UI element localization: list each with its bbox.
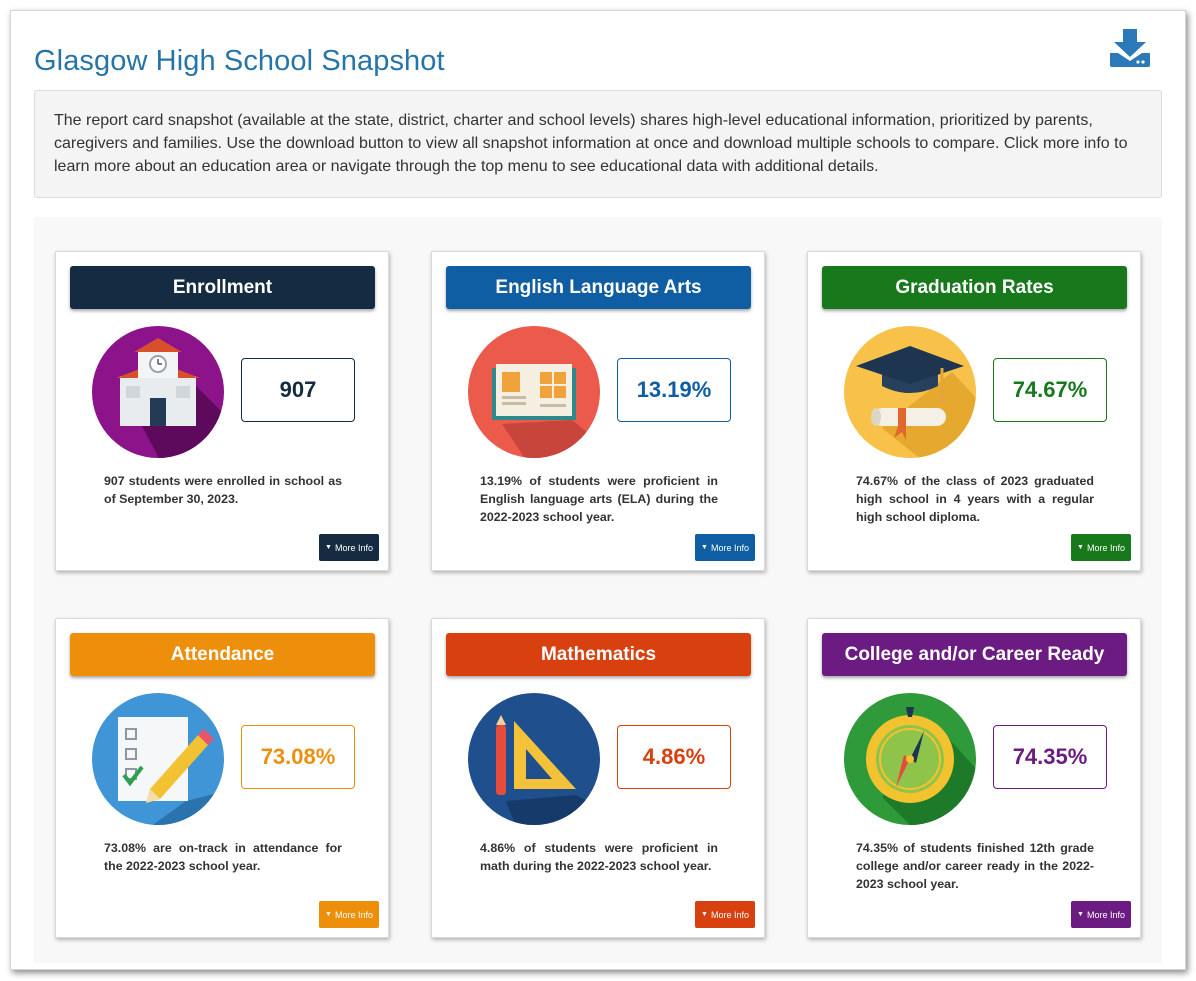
more-info-label: More Info — [334, 909, 373, 920]
download-icon — [1110, 29, 1150, 67]
more-info-label: More Info — [1086, 909, 1125, 920]
value-box: 13.19% — [617, 358, 731, 422]
card-title: English Language Arts — [446, 266, 751, 309]
more-info-button[interactable]: ▼ More Info — [695, 534, 755, 561]
checklist-pencil-icon — [92, 693, 224, 825]
caret-down-icon: ▼ — [1077, 544, 1084, 551]
more-info-label: More Info — [710, 542, 749, 553]
download-button[interactable] — [1108, 29, 1152, 71]
card-description: 907 students were enrolled in school as … — [104, 474, 342, 506]
card-description: 74.35% of students finished 12th grade c… — [856, 841, 1094, 891]
card-description: 4.86% of students were proficient in mat… — [480, 841, 718, 873]
more-info-button[interactable]: ▼ More Info — [1071, 534, 1131, 561]
page-title: Glasgow High School Snapshot — [34, 45, 445, 77]
ruler-triangle-icon — [468, 693, 600, 825]
card-attendance: Attendance 73.08% 73.08% are on-track in… — [55, 618, 389, 938]
graduation-cap-icon — [844, 326, 976, 458]
value-box: 73.08% — [241, 725, 355, 789]
intro-panel: The report card snapshot (available at t… — [34, 90, 1162, 198]
card-english-language-arts: English Language Arts 13.19% 13.19% of s… — [431, 251, 765, 571]
card-title: Graduation Rates — [822, 266, 1127, 309]
card-title: College and/or Career Ready — [822, 633, 1127, 676]
open-book-icon — [468, 326, 600, 458]
intro-text: The report card snapshot (available at t… — [54, 112, 1128, 175]
caret-down-icon: ▼ — [701, 911, 708, 918]
card-description: 13.19% of students were proficient in En… — [480, 474, 718, 524]
caret-down-icon: ▼ — [325, 911, 332, 918]
card-college-career-ready: College and/or Career Ready 74.35% 74.35… — [807, 618, 1141, 938]
more-info-button[interactable]: ▼ More Info — [319, 534, 379, 561]
value-box: 907 — [241, 358, 355, 422]
caret-down-icon: ▼ — [1077, 911, 1084, 918]
value-box: 4.86% — [617, 725, 731, 789]
value-box: 74.67% — [993, 358, 1107, 422]
more-info-button[interactable]: ▼ More Info — [695, 901, 755, 928]
card-description: 73.08% are on-track in attendance for th… — [104, 841, 342, 873]
more-info-button[interactable]: ▼ More Info — [1071, 901, 1131, 928]
value-box: 74.35% — [993, 725, 1107, 789]
card-title: Mathematics — [446, 633, 751, 676]
more-info-label: More Info — [710, 909, 749, 920]
card-mathematics: Mathematics 4.86% 4.86% of students were… — [431, 618, 765, 938]
more-info-button[interactable]: ▼ More Info — [319, 901, 379, 928]
card-title: Enrollment — [70, 266, 375, 309]
school-building-icon — [92, 326, 224, 458]
card-title: Attendance — [70, 633, 375, 676]
compass-icon — [844, 693, 976, 825]
card-graduation-rates: Graduation Rates 74.67% 74.67% of the cl… — [807, 251, 1141, 571]
caret-down-icon: ▼ — [325, 544, 332, 551]
more-info-label: More Info — [1086, 542, 1125, 553]
caret-down-icon: ▼ — [701, 544, 708, 551]
report-window: Glasgow High School Snapshot The report … — [10, 10, 1186, 970]
card-description: 74.67% of the class of 2023 graduated hi… — [856, 474, 1094, 524]
more-info-label: More Info — [334, 542, 373, 553]
card-enrollment: Enrollment 907 907 students were enrolle… — [55, 251, 389, 571]
